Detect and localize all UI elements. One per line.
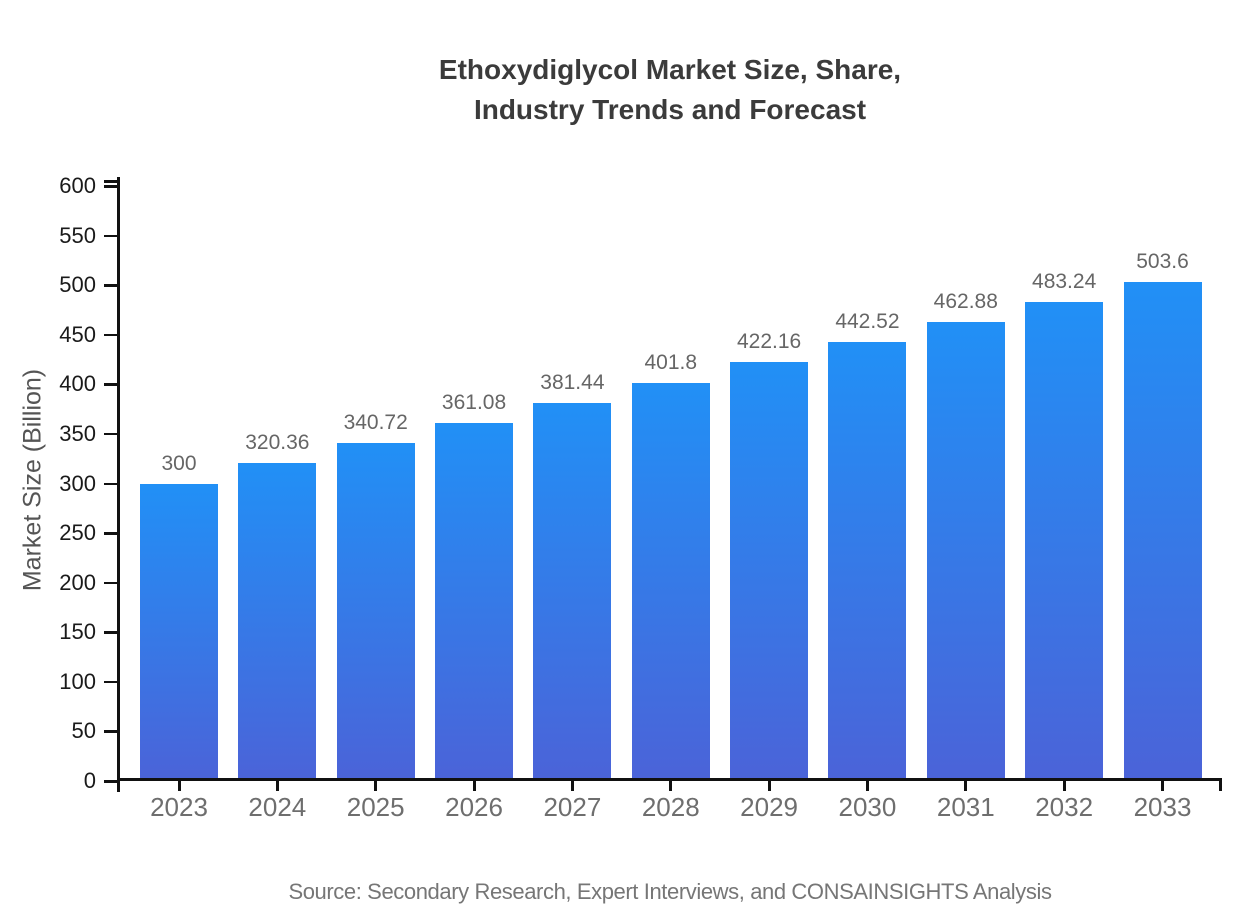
y-axis-tick [104, 432, 117, 436]
x-axis-label: 2024 [248, 792, 307, 822]
x-axis-tick [472, 781, 476, 791]
y-axis-tick [104, 482, 117, 485]
bar [238, 463, 317, 781]
y-axis-tick [104, 185, 117, 188]
chart-title-line1: Ethoxydiglycol Market Size, Share, [438, 54, 902, 85]
x-axis-label: 2025 [346, 792, 405, 822]
bar-value-label: 300 [161, 451, 197, 475]
bar-value-label: 442.52 [835, 310, 900, 334]
y-axis-tick [104, 532, 117, 535]
y-axis-tick [104, 581, 117, 585]
bar-value-label: 503.6 [1136, 249, 1189, 273]
bar [631, 382, 710, 781]
y-axis-tick [104, 333, 117, 337]
x-axis-tick [767, 781, 771, 791]
y-axis-tick-label: 50 [71, 718, 96, 744]
x-axis-label: 2032 [1035, 792, 1094, 822]
y-axis-tick-label: 300 [59, 470, 96, 496]
y-axis-tick-label: 500 [59, 272, 96, 298]
bar-value-label: 381.44 [540, 370, 605, 394]
x-axis-tick [964, 781, 968, 791]
source-note: Source: Secondary Research, Expert Inter… [288, 879, 1052, 904]
bar-value-label: 401.8 [644, 350, 698, 374]
x-axis-label: 2029 [740, 792, 799, 822]
bar-value-label: 340.72 [343, 411, 408, 435]
y-axis-tick [104, 383, 117, 386]
y-axis-tick-label: 200 [59, 569, 96, 595]
x-axis-end-tick [1219, 781, 1222, 791]
bar-value-label: 422.16 [736, 330, 802, 354]
y-axis-tick-label: 400 [59, 371, 96, 397]
bar-value-label: 361.08 [441, 390, 507, 414]
bar [435, 422, 514, 781]
y-axis-tick-label: 350 [59, 420, 96, 446]
bar-value-label: 483.24 [1032, 269, 1097, 293]
bar [926, 321, 1005, 781]
x-axis-tick [570, 781, 574, 791]
y-axis-tick [104, 284, 117, 287]
y-axis-endcap-tick [104, 180, 117, 183]
y-axis-tick [104, 780, 117, 783]
chart-title-line2: Industry Trends and Forecast [473, 94, 867, 125]
x-axis-tick [669, 781, 673, 791]
x-axis-tick [177, 781, 181, 791]
bar [1123, 281, 1202, 781]
x-axis-label: 2030 [838, 792, 897, 822]
x-axis-label: 2028 [641, 792, 700, 822]
y-axis-tick-label: 0 [83, 768, 96, 793]
y-axis-tick [104, 680, 117, 684]
x-axis-tick [865, 781, 869, 791]
x-axis-line [117, 778, 1222, 781]
bar [828, 342, 907, 781]
chart-title: Ethoxydiglycol Market Size, Share, Indus… [118, 50, 1222, 130]
y-axis-tick [104, 730, 117, 733]
bar [730, 362, 809, 781]
y-axis-tick [104, 234, 117, 238]
bar-value-label: 320.36 [245, 431, 310, 455]
x-axis-label: 2027 [543, 792, 602, 822]
bar [140, 483, 218, 781]
y-axis-tick-label: 100 [59, 668, 96, 694]
bar [533, 402, 612, 781]
bar [336, 443, 415, 781]
y-axis-tick-label: 600 [59, 173, 96, 198]
y-axis-tick-label: 550 [59, 222, 96, 248]
y-axis-spine [117, 177, 120, 792]
x-axis-label: 2031 [936, 792, 995, 822]
y-axis-tick-label: 250 [59, 520, 96, 546]
x-axis-label: 2023 [150, 792, 208, 822]
bar [1025, 301, 1104, 781]
y-axis-tick [104, 631, 117, 634]
x-axis-tick [275, 781, 279, 791]
y-axis-tick-label: 450 [59, 321, 96, 347]
x-axis-label: 2033 [1133, 792, 1192, 822]
bar-value-label: 462.88 [933, 289, 998, 313]
x-axis-label: 2026 [445, 792, 503, 822]
y-axis-tick-label: 150 [59, 619, 96, 645]
x-axis-tick [1161, 781, 1164, 791]
x-axis-tick [374, 781, 378, 791]
x-axis-tick [1062, 781, 1066, 791]
